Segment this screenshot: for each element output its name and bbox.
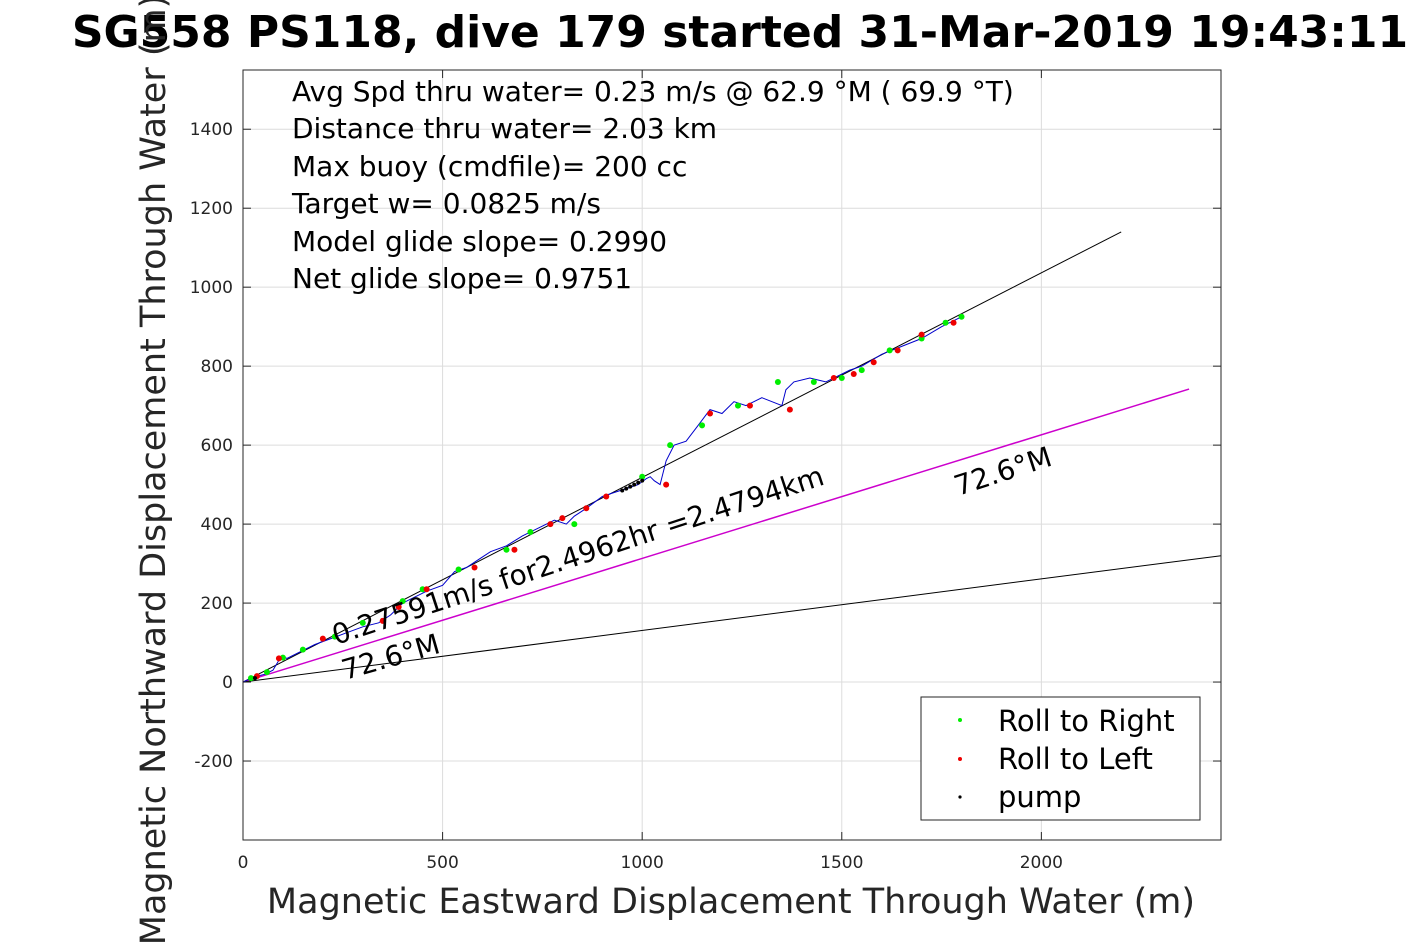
roll-left-point bbox=[870, 359, 877, 366]
roll-right-point bbox=[942, 319, 949, 326]
roll-left-point bbox=[511, 546, 518, 553]
legend-label: pump bbox=[998, 780, 1081, 814]
avg-heading-line bbox=[242, 231, 1122, 683]
roll-right-point bbox=[359, 619, 366, 626]
annotation-line: Distance thru water= 2.03 km bbox=[292, 112, 717, 145]
y-tick-label: 200 bbox=[201, 594, 233, 614]
legend-box bbox=[920, 696, 1201, 821]
roll-left-point bbox=[603, 493, 610, 500]
roll-left-point bbox=[547, 521, 554, 528]
roll-left-point bbox=[319, 635, 326, 642]
y-tick-label: 600 bbox=[201, 436, 233, 456]
y-tick-label: 1400 bbox=[190, 120, 233, 140]
y-tick-label: 1200 bbox=[190, 199, 233, 219]
y-tick-label: 0 bbox=[222, 673, 233, 693]
annotation-line: Target w= 0.0825 m/s bbox=[291, 187, 601, 220]
annotation-block: Avg Spd thru water= 0.23 m/s @ 62.9 °M (… bbox=[291, 75, 1014, 295]
roll-left-point bbox=[918, 331, 925, 338]
roll-right-point bbox=[699, 422, 706, 429]
data-lines bbox=[242, 231, 1222, 683]
x-tick-label: 0 bbox=[238, 853, 249, 873]
roll-left-point bbox=[663, 481, 670, 488]
roll-right-point bbox=[810, 378, 817, 385]
pump-point bbox=[624, 486, 629, 491]
y-tick-label: 800 bbox=[201, 357, 233, 377]
x-tick-label: 1000 bbox=[621, 853, 664, 873]
roll-right-point bbox=[331, 633, 338, 640]
current-line bbox=[242, 388, 1190, 683]
roll-right-point bbox=[263, 669, 270, 676]
roll-right-point bbox=[299, 646, 306, 653]
annotation-line: Avg Spd thru water= 0.23 m/s @ 62.9 °M (… bbox=[292, 75, 1014, 108]
legend-marker-roll-right bbox=[958, 718, 962, 722]
roll-right-point bbox=[858, 367, 865, 374]
pump-point bbox=[636, 480, 641, 485]
roll-left-point bbox=[950, 319, 957, 326]
chart-title: SG558 PS118, dive 179 started 31-Mar-201… bbox=[72, 7, 1408, 58]
roll-right-point bbox=[399, 598, 406, 605]
pump-point bbox=[632, 482, 637, 487]
grid bbox=[242, 70, 1221, 840]
pump-point bbox=[640, 478, 645, 483]
roll-right-point bbox=[838, 375, 845, 381]
annotation-line: Model glide slope= 0.2990 bbox=[292, 225, 667, 258]
roll-right-point bbox=[734, 402, 741, 409]
pump-point bbox=[628, 484, 633, 489]
annotation-line: Max buoy (cmdfile)= 200 cc bbox=[292, 150, 687, 183]
y-tick-label: 400 bbox=[201, 515, 233, 535]
roll-left-point bbox=[786, 406, 793, 413]
plot-frame bbox=[242, 69, 1222, 841]
roll-left-point bbox=[559, 515, 566, 522]
roll-right-point bbox=[503, 546, 510, 553]
pump-point bbox=[252, 676, 257, 681]
roll-left-point bbox=[746, 402, 753, 409]
x-tick-label: 500 bbox=[426, 853, 458, 873]
roll-left-point bbox=[850, 371, 857, 378]
roll-left-point bbox=[707, 410, 714, 417]
roll-right-point bbox=[639, 473, 646, 480]
roll-left-point bbox=[830, 375, 837, 381]
annotation-line: Net glide slope= 0.9751 bbox=[292, 262, 632, 295]
legend-marker-roll-left bbox=[958, 757, 962, 761]
x-tick-label: 1500 bbox=[820, 853, 863, 873]
roll-right-point bbox=[667, 442, 674, 449]
axis-ticks: 0 500 1000 1500 2000 -200 0 200 400 600 800 1000 120… bbox=[190, 70, 1221, 873]
legend-label: Roll to Left bbox=[998, 742, 1153, 776]
roll-right-point bbox=[527, 529, 534, 535]
legend: Roll to Right Roll to Left pump bbox=[920, 696, 1201, 821]
roll-left-point bbox=[379, 617, 386, 624]
roll-left-point bbox=[275, 655, 282, 662]
x-tick-label: 2000 bbox=[1020, 853, 1063, 873]
roll-left-point bbox=[423, 586, 430, 593]
roll-left-point bbox=[471, 564, 478, 571]
y-tick-label: -200 bbox=[194, 752, 233, 772]
roll-right-point bbox=[774, 378, 781, 385]
roll-right-point bbox=[958, 313, 965, 320]
legend-marker-pump bbox=[958, 795, 962, 799]
legend-label: Roll to Right bbox=[998, 704, 1175, 738]
roll-right-point bbox=[886, 347, 893, 354]
roll-points bbox=[247, 313, 965, 682]
lower-heading-line bbox=[242, 555, 1222, 683]
y-axis-label: Magnetic Northward Displacement Through … bbox=[134, 0, 174, 945]
roll-right-point bbox=[455, 566, 462, 573]
roll-left-point bbox=[583, 505, 590, 512]
roll-left-point bbox=[395, 604, 402, 611]
pump-point bbox=[620, 488, 625, 493]
roll-right-point bbox=[571, 521, 578, 528]
roll-left-point bbox=[894, 347, 901, 354]
y-tick-label: 1000 bbox=[190, 278, 233, 298]
roll-right-point bbox=[247, 675, 254, 682]
x-axis-label: Magnetic Eastward Displacement Through W… bbox=[267, 882, 1195, 922]
